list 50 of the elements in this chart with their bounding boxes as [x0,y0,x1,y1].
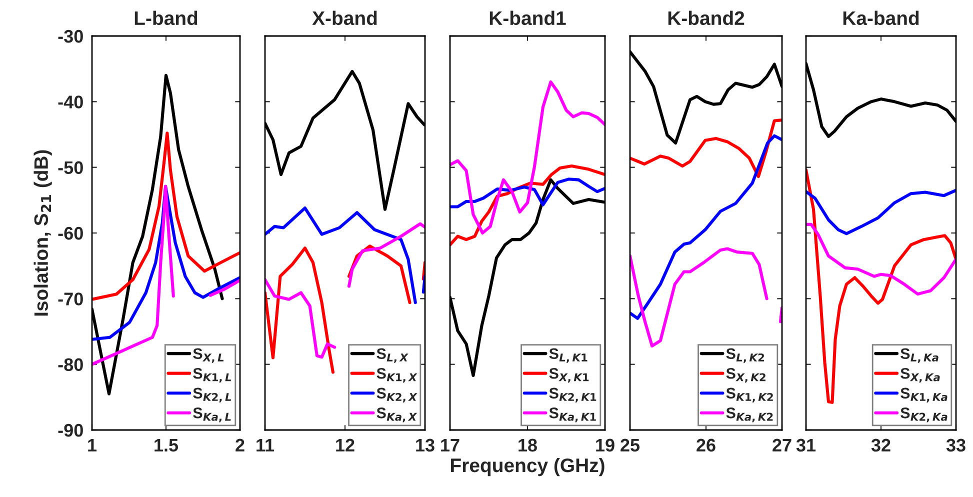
y-tick-label: -60 [58,226,83,240]
x-axis-title: Frequency (GHz) [451,458,604,476]
legend-label: S$_{X,Ka}$ [900,368,940,383]
y-axis-title: Isolation, S$_{21}$ (dB) [34,150,52,316]
legend-label: S$_{K1,L}$ [193,368,232,383]
x-tick-label: 1 [88,438,97,452]
chart-title: Ka-band [843,10,919,26]
x-tick-label: 12 [336,438,354,452]
legend-label: S$_{X,L}$ [193,348,224,363]
x-tick-label: 31 [796,438,816,452]
y-tick-label: -90 [58,424,83,437]
legend-label: S$_{Ka,X}$ [376,408,418,422]
legend-label: S$_{Ka,L}$ [193,408,231,422]
legend-label: S$_{K2,X}$ [376,388,418,402]
y-tick-label: -80 [58,358,83,372]
x-tick-label: 33 [946,438,966,452]
x-tick-label: 26 [696,438,716,452]
legend-label: S$_{K2,K1}$ [549,388,596,402]
legend-label: S$_{L,K2}$ [726,348,764,363]
legend-label: S$_{L,X}$ [376,348,408,363]
x-tick-label: 25 [620,438,640,452]
x-tick-label: 1.5 [154,438,178,452]
chart-title: K-band1 [490,10,566,26]
legend-label: S$_{L,Ka}$ [900,348,938,363]
x-tick-label: 11 [256,438,274,452]
chart-title: L-band [134,10,198,26]
chart-title: K-band2 [668,10,744,26]
legend-label: S$_{K2,L}$ [193,388,232,402]
legend-label: S$_{K1,Ka}$ [900,388,948,402]
y-tick-label: -40 [58,96,83,108]
legend-label: S$_{X,K2}$ [726,368,766,383]
x-tick-label: 18 [518,438,537,452]
x-tick-label: 32 [871,438,890,452]
legend-label: S$_{Ka,K1}$ [549,408,596,422]
y-tick-label: -30 [58,30,83,43]
legend-label: S$_{K1,K2}$ [726,388,773,402]
x-tick-label: 2 [236,438,244,452]
x-tick-label: 27 [772,438,792,452]
legend-label: S$_{K2,Ka}$ [900,408,948,422]
legend-label: S$_{K1,X}$ [376,368,418,383]
y-tick-label: -70 [58,292,83,306]
x-tick-label: 19 [596,438,614,452]
legend-label: S$_{Ka,K2}$ [726,408,773,422]
x-tick-label: 17 [441,438,460,452]
legend-label: S$_{X,K1}$ [549,368,589,383]
chart-title: X-band [312,10,377,26]
line-series [92,132,240,301]
y-tick-label: -50 [58,161,83,174]
legend-label: S$_{L,K1}$ [549,348,588,363]
x-tick-label: 13 [416,438,434,452]
